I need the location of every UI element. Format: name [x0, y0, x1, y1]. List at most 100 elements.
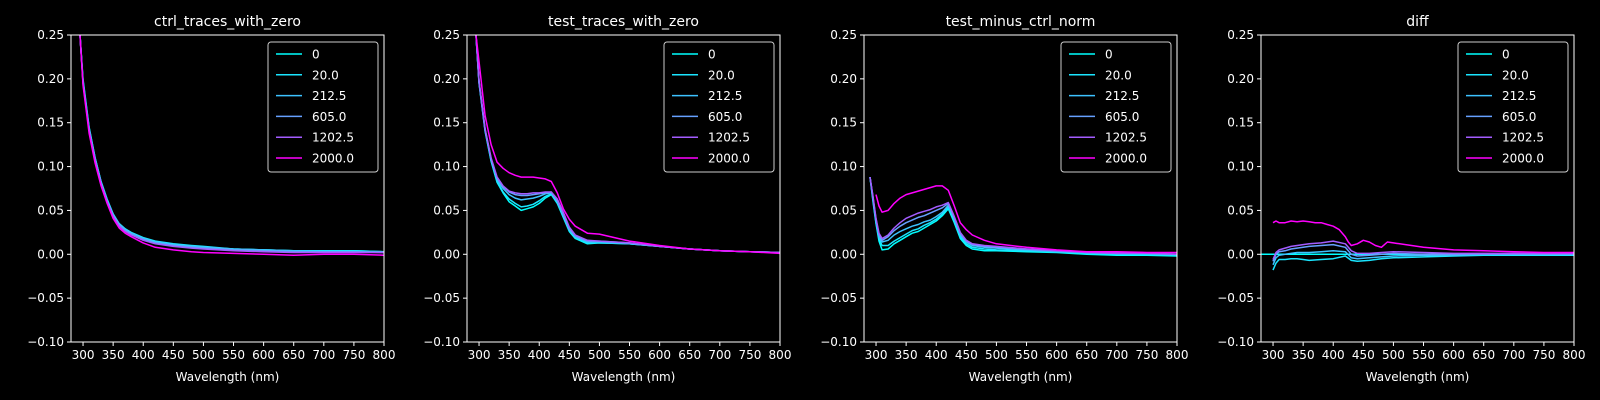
x-tick-label: 300	[1262, 348, 1285, 362]
x-tick-label: 500	[192, 348, 215, 362]
legend-label: 605.0	[1502, 110, 1536, 124]
x-tick-label: 350	[102, 348, 125, 362]
y-tick-label: −0.05	[423, 291, 460, 305]
y-tick-label: 0.15	[1227, 116, 1254, 130]
x-tick-label: 300	[468, 348, 491, 362]
series-line-1202.5	[1272, 240, 1574, 260]
x-tick-label: 550	[1412, 348, 1435, 362]
y-tick-label: 0.20	[830, 72, 857, 86]
chart-title: test_traces_with_zero	[548, 14, 699, 30]
legend-label: 212.5	[1105, 89, 1139, 103]
series-line-1202.5	[475, 35, 780, 254]
x-tick-label: 500	[588, 348, 611, 362]
y-tick-label: 0.15	[830, 116, 857, 130]
y-tick-label: −0.10	[27, 335, 64, 349]
x-tick-label: 650	[678, 348, 701, 362]
y-tick-label: 0.10	[433, 160, 460, 174]
series-line-2000.0	[79, 35, 384, 256]
legend-label: 1202.5	[1502, 131, 1544, 145]
y-tick-label: 0.05	[1227, 203, 1254, 217]
y-tick-label: 0.00	[1227, 247, 1254, 261]
y-tick-label: −0.10	[423, 335, 460, 349]
x-tick-label: 700	[312, 348, 335, 362]
legend-label: 20.0	[312, 68, 339, 82]
chart-title: diff	[1406, 14, 1429, 30]
x-tick-label: 650	[1472, 348, 1495, 362]
legend-label: 605.0	[312, 110, 346, 124]
legend-label: 2000.0	[1502, 152, 1544, 166]
x-tick-label: 550	[618, 348, 641, 362]
series-line-212.5	[869, 176, 1177, 256]
x-tick-label: 600	[648, 348, 671, 362]
y-tick-label: 0.20	[433, 72, 460, 86]
x-tick-label: 700	[1502, 348, 1525, 362]
y-tick-label: 0.25	[1227, 28, 1254, 42]
x-tick-label: 400	[925, 348, 948, 362]
x-tick-label: 450	[1352, 348, 1375, 362]
plot-area	[1261, 220, 1574, 271]
chart-title: ctrl_traces_with_zero	[154, 14, 301, 30]
chart-1: 300 350 400 450 500 550 600 650 700 750 800 −0.10 −0…	[27, 14, 395, 384]
x-tick-label: 350	[498, 348, 521, 362]
legend-label: 20.0	[708, 68, 735, 82]
x-axis-label: Wavelength (nm)	[1366, 370, 1470, 384]
series-line-605.0	[1272, 243, 1574, 262]
y-tick-label: 0.25	[830, 28, 857, 42]
legend-label: 0	[1502, 48, 1510, 62]
x-tick-label: 750	[342, 348, 365, 362]
chart-3: 300 350 400 450 500 550 600 650 700 750 800 −0.10 −0…	[820, 14, 1188, 384]
y-tick-label: 0.20	[37, 72, 64, 86]
series-line-2000.0	[1272, 220, 1574, 254]
x-axis-label: Wavelength (nm)	[176, 370, 280, 384]
legend-label: 1202.5	[1105, 131, 1147, 145]
x-axis-label: Wavelength (nm)	[572, 370, 676, 384]
x-tick-label: 650	[282, 348, 305, 362]
series-line-1202.5	[869, 176, 1177, 256]
x-tick-label: 350	[895, 348, 918, 362]
x-tick-label: 750	[738, 348, 761, 362]
x-tick-label: 800	[769, 348, 792, 362]
x-axis-label: Wavelength (nm)	[969, 370, 1073, 384]
legend-label: 0	[1105, 48, 1113, 62]
y-tick-label: 0.15	[37, 116, 64, 130]
y-tick-label: 0.15	[433, 116, 460, 130]
axes-frame	[1260, 34, 1575, 343]
x-tick-label: 350	[1292, 348, 1315, 362]
chart-2: 300 350 400 450 500 550 600 650 700 750 800 −0.10 −0…	[423, 14, 791, 384]
x-tick-label: 800	[1563, 348, 1586, 362]
x-tick-label: 500	[985, 348, 1008, 362]
x-tick-label: 700	[1105, 348, 1128, 362]
x-tick-label: 800	[373, 348, 396, 362]
legend-label: 0	[312, 48, 320, 62]
legend-label: 1202.5	[708, 131, 750, 145]
y-tick-label: 0.05	[830, 203, 857, 217]
y-tick-label: 0.00	[433, 247, 460, 261]
x-tick-label: 400	[1322, 348, 1345, 362]
x-tick-label: 450	[955, 348, 978, 362]
axes-frame	[466, 34, 781, 343]
y-tick-label: 0.25	[433, 28, 460, 42]
x-tick-label: 300	[865, 348, 888, 362]
x-tick-label: 800	[1166, 348, 1189, 362]
legend-label: 212.5	[708, 89, 742, 103]
plot-area	[79, 35, 384, 256]
plot-area	[475, 35, 780, 255]
y-tick-label: 0.05	[433, 203, 460, 217]
x-tick-label: 300	[72, 348, 95, 362]
y-tick-label: −0.05	[27, 291, 64, 305]
axes-frame	[863, 34, 1178, 343]
y-tick-label: 0.10	[37, 160, 64, 174]
y-tick-label: 0.10	[1227, 160, 1254, 174]
legend-label: 1202.5	[312, 131, 354, 145]
y-tick-label: 0.10	[830, 160, 857, 174]
x-tick-label: 500	[1382, 348, 1405, 362]
x-tick-label: 750	[1532, 348, 1555, 362]
chart-title: test_minus_ctrl_norm	[946, 14, 1096, 30]
x-tick-label: 750	[1135, 348, 1158, 362]
series-line-0	[869, 177, 1177, 257]
series-line-2000.0	[875, 185, 1177, 254]
legend-label: 2000.0	[312, 152, 354, 166]
legend-label: 212.5	[1502, 89, 1536, 103]
x-tick-label: 650	[1075, 348, 1098, 362]
